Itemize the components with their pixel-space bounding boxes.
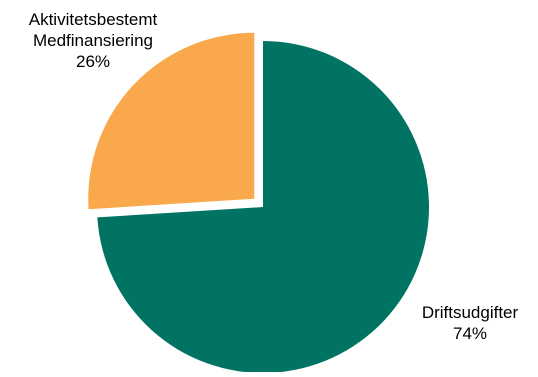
slice-label-0: Driftsudgifter 74%	[422, 303, 519, 343]
slice-value-label-1: 26%	[76, 52, 110, 71]
pie-slice-1	[88, 32, 255, 210]
pie-labels: Driftsudgifter 74% Aktivitetsbestemt Medfin…	[29, 10, 519, 343]
pie-slice-0	[97, 41, 429, 373]
pie-slices	[88, 32, 429, 373]
slice-name-label-0: Driftsudgifter	[422, 303, 519, 322]
slice-name-label-1: Aktivitetsbestemt	[29, 10, 158, 29]
slice-label-1: Aktivitetsbestemt Medfinansiering 26%	[29, 10, 158, 71]
slice-value-label-0: 74%	[453, 324, 487, 343]
slice-name-label-1: Medfinansiering	[33, 31, 153, 50]
